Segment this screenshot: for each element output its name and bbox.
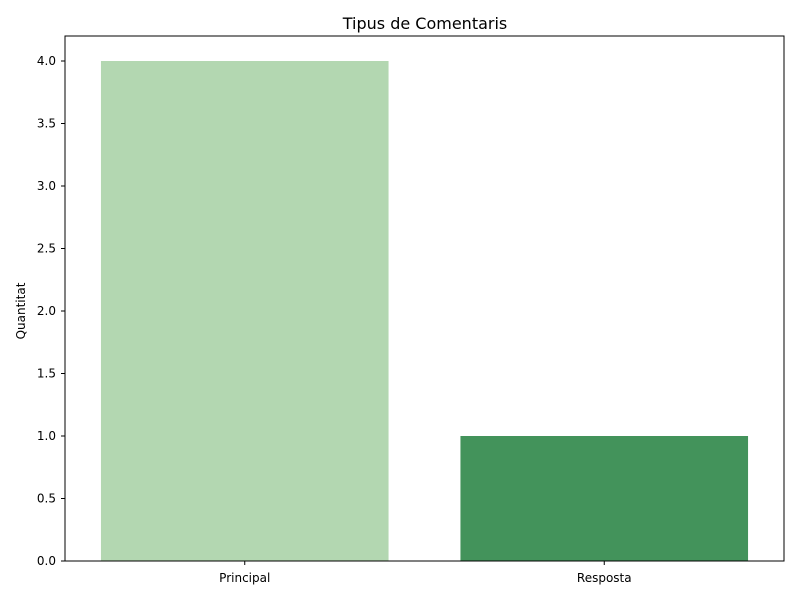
x-ticks-group: Principal Resposta (219, 561, 632, 585)
y-tick-label: 3.0 (37, 179, 56, 193)
bars-group (100, 61, 749, 561)
y-tick-label: 4.0 (37, 54, 56, 68)
y-tick-label: 0.5 (37, 492, 56, 506)
y-axis-label: Quantitat (14, 282, 28, 339)
y-tick-label: 3.5 (37, 117, 56, 131)
y-tick-label: 1.0 (37, 429, 56, 443)
y-tick-label: 2.5 (37, 242, 56, 256)
x-tick-label: Principal (219, 571, 270, 585)
plot-frame (64, 35, 785, 562)
chart-title: Tipus de Comentaris (342, 14, 508, 33)
bar-resposta (460, 436, 749, 561)
y-tick-label: 2.0 (37, 304, 56, 318)
y-ticks-group: 0.0 0.5 1.0 1.5 2.0 2.5 3.0 3.5 4.0 (37, 54, 65, 568)
y-tick-label: 1.5 (37, 367, 56, 381)
y-tick-label: 0.0 (37, 554, 56, 568)
x-tick-label: Resposta (577, 571, 632, 585)
bar-principal (100, 61, 389, 561)
